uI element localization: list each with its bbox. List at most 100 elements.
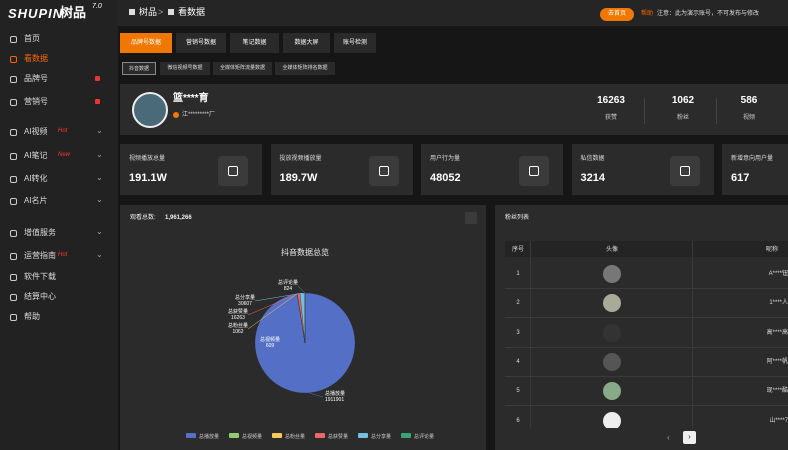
pager-prev[interactable]: ‹ [667,433,670,442]
card-value: 617 [731,172,750,184]
menu-item[interactable] [0,94,118,112]
chevron: ⌄ [96,150,103,159]
stat-label: 视频 [742,115,755,121]
fan-avatar [603,352,621,371]
menu-item[interactable] [0,309,118,327]
menu-label[interactable]: AI转化 [24,174,48,183]
legend-swatch [401,433,411,438]
row-index: 3 [516,329,520,336]
menu-label[interactable]: 软件下载 [24,272,56,281]
menu-item[interactable] [0,51,118,69]
slice-label: 总分享量 [235,294,255,301]
logo: SHUPIN [8,6,64,21]
subtab[interactable]: 微信视频号数据 [160,62,210,75]
fan-avatar [603,411,621,430]
table-header [505,241,788,257]
card-value: 189.7W [279,172,318,184]
legend-swatch [358,433,368,438]
views-label: 观看总数: [130,215,156,221]
menu-label[interactable]: AI名片 [24,196,48,205]
menu-label[interactable]: 运营指南 [24,251,56,260]
menu-label[interactable]: 增值服务 [24,228,56,237]
fan-nickname: 高****高 [766,329,788,336]
subtab[interactable]: 全媒体矩阵排名数据 [275,62,335,75]
slice-value: 1062 [232,329,243,335]
row-index: 5 [516,388,520,395]
views-value: 1,961,266 [165,215,192,221]
home-button[interactable]: 去首页 [600,8,634,21]
menu-label[interactable]: AI视频 [24,127,48,136]
fan-avatar [603,382,621,401]
tab[interactable]: 品牌号数据 [120,33,172,53]
legend-swatch [272,433,282,438]
slice-label: 总粉丝量 [228,322,248,329]
column-header: 头像 [605,247,618,253]
menu-badge: New [58,152,71,158]
menu-icon [10,274,17,281]
menu-item[interactable] [0,31,118,49]
fan-nickname: 现****酷 [766,388,788,395]
fan-nickname: 阿****帆 [766,358,788,365]
tab[interactable]: 数据大屏 [283,33,330,53]
leader-line [247,293,299,316]
row-line [505,317,788,319]
menu-icon [10,294,17,301]
row-line [505,405,788,407]
slice-label: 总播放量 [325,390,345,397]
card-label: 视频播放总量 [129,156,166,162]
card-label: 用户行为量 [430,156,461,162]
tab[interactable]: 营销号数据 [176,33,226,53]
card-label: 新增意向用户量 [731,156,774,162]
menu-item[interactable] [0,269,118,287]
pager-next[interactable]: › [683,431,696,444]
column-header: 序号 [511,247,524,253]
card-value: 191.1W [129,172,167,184]
menu-icon [10,153,17,160]
menu-label[interactable]: AI笔记 [24,151,48,160]
tab[interactable]: 笔记数据 [230,33,279,53]
column-header: 昵称 [765,247,778,253]
subtab[interactable]: 全媒体矩阵流量数据 [213,62,272,75]
card-glyph [228,166,238,176]
slice-value: 1911901 [325,397,344,403]
bc-icon [129,9,135,15]
help-link[interactable]: 帮助 [641,11,654,17]
menu-icon [10,314,17,321]
menu-item[interactable] [0,289,118,307]
legend-swatch [186,433,196,438]
menu-label[interactable]: 结算中心 [24,292,56,301]
menu-item[interactable] [0,71,118,89]
menu-label[interactable]: 看数据 [24,54,48,63]
sidebar [0,0,118,450]
menu-label[interactable]: 帮助 [24,312,40,321]
subtab[interactable]: 抖音数据 [122,62,156,75]
verified [173,112,179,118]
chevron: ⌄ [96,227,103,236]
chevron: ⌄ [96,195,103,204]
avatar [132,92,168,128]
menu-icon [10,198,17,205]
legend-label: 总粉丝量 [285,433,305,440]
row-index: 2 [516,300,520,307]
row-index: 6 [516,417,520,424]
fan-avatar [603,323,621,342]
chart-title: 抖音数据总览 [281,247,329,257]
col-divider [692,241,693,428]
slice-value: 30607 [238,301,252,307]
card-glyph [679,166,690,176]
stat-value: 16263 [597,95,625,106]
breadcrumb: 树品 [139,7,158,17]
menu-icon [10,230,17,237]
download-icon [465,212,477,224]
menu-label[interactable]: 首页 [24,34,40,43]
chevron: ⌄ [96,173,103,182]
fan-avatar [603,294,621,313]
menu-label[interactable]: 营销号 [24,97,48,106]
bc-icon [168,9,174,15]
card-label: 私信数据 [580,156,605,162]
menu-icon [10,176,17,183]
menu-label[interactable]: 品牌号 [24,74,48,83]
divider [716,98,717,124]
tab[interactable]: 账号检测 [334,33,376,53]
chevron: ⌄ [96,126,103,135]
